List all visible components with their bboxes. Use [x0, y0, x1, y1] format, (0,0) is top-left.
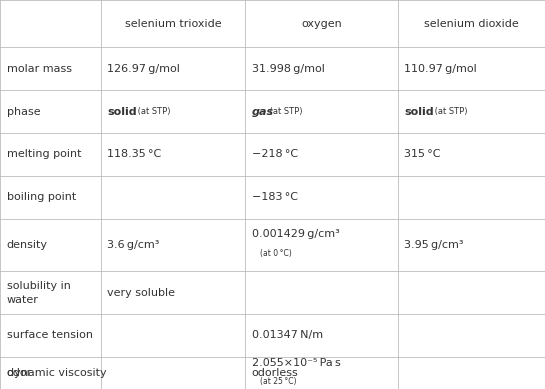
Text: odor: odor	[7, 368, 32, 378]
Text: gas: gas	[252, 107, 274, 117]
Text: 0.01347 N/m: 0.01347 N/m	[252, 330, 323, 340]
Text: (at 25 °C): (at 25 °C)	[260, 377, 296, 386]
Text: oxygen: oxygen	[301, 19, 342, 29]
Text: 126.97 g/mol: 126.97 g/mol	[107, 64, 180, 74]
Text: 31.998 g/mol: 31.998 g/mol	[252, 64, 325, 74]
Text: 2.055×10⁻⁵ Pa s: 2.055×10⁻⁵ Pa s	[252, 358, 341, 368]
Text: 3.6 g/cm³: 3.6 g/cm³	[107, 240, 160, 250]
Text: (at 0 °C): (at 0 °C)	[260, 249, 292, 258]
Text: selenium trioxide: selenium trioxide	[125, 19, 221, 29]
Text: solid: solid	[107, 107, 137, 117]
Text: dynamic viscosity: dynamic viscosity	[7, 368, 106, 378]
Text: phase: phase	[7, 107, 40, 117]
Text: water: water	[7, 294, 38, 305]
Text: solubility in: solubility in	[7, 280, 70, 291]
Text: 315 °C: 315 °C	[404, 149, 441, 159]
Text: 3.95 g/cm³: 3.95 g/cm³	[404, 240, 464, 250]
Text: molar mass: molar mass	[7, 64, 71, 74]
Text: −218 °C: −218 °C	[252, 149, 298, 159]
Text: density: density	[7, 240, 47, 250]
Text: boiling point: boiling point	[7, 192, 76, 202]
Text: 118.35 °C: 118.35 °C	[107, 149, 162, 159]
Text: 0.001429 g/cm³: 0.001429 g/cm³	[252, 229, 340, 239]
Text: (at STP): (at STP)	[268, 107, 302, 116]
Text: selenium dioxide: selenium dioxide	[424, 19, 519, 29]
Text: −183 °C: −183 °C	[252, 192, 298, 202]
Text: surface tension: surface tension	[7, 330, 93, 340]
Text: (at STP): (at STP)	[433, 107, 467, 116]
Text: odorless: odorless	[252, 368, 299, 378]
Text: melting point: melting point	[7, 149, 81, 159]
Text: solid: solid	[404, 107, 434, 117]
Text: 110.97 g/mol: 110.97 g/mol	[404, 64, 477, 74]
Text: (at STP): (at STP)	[136, 107, 170, 116]
Text: very soluble: very soluble	[107, 287, 175, 298]
